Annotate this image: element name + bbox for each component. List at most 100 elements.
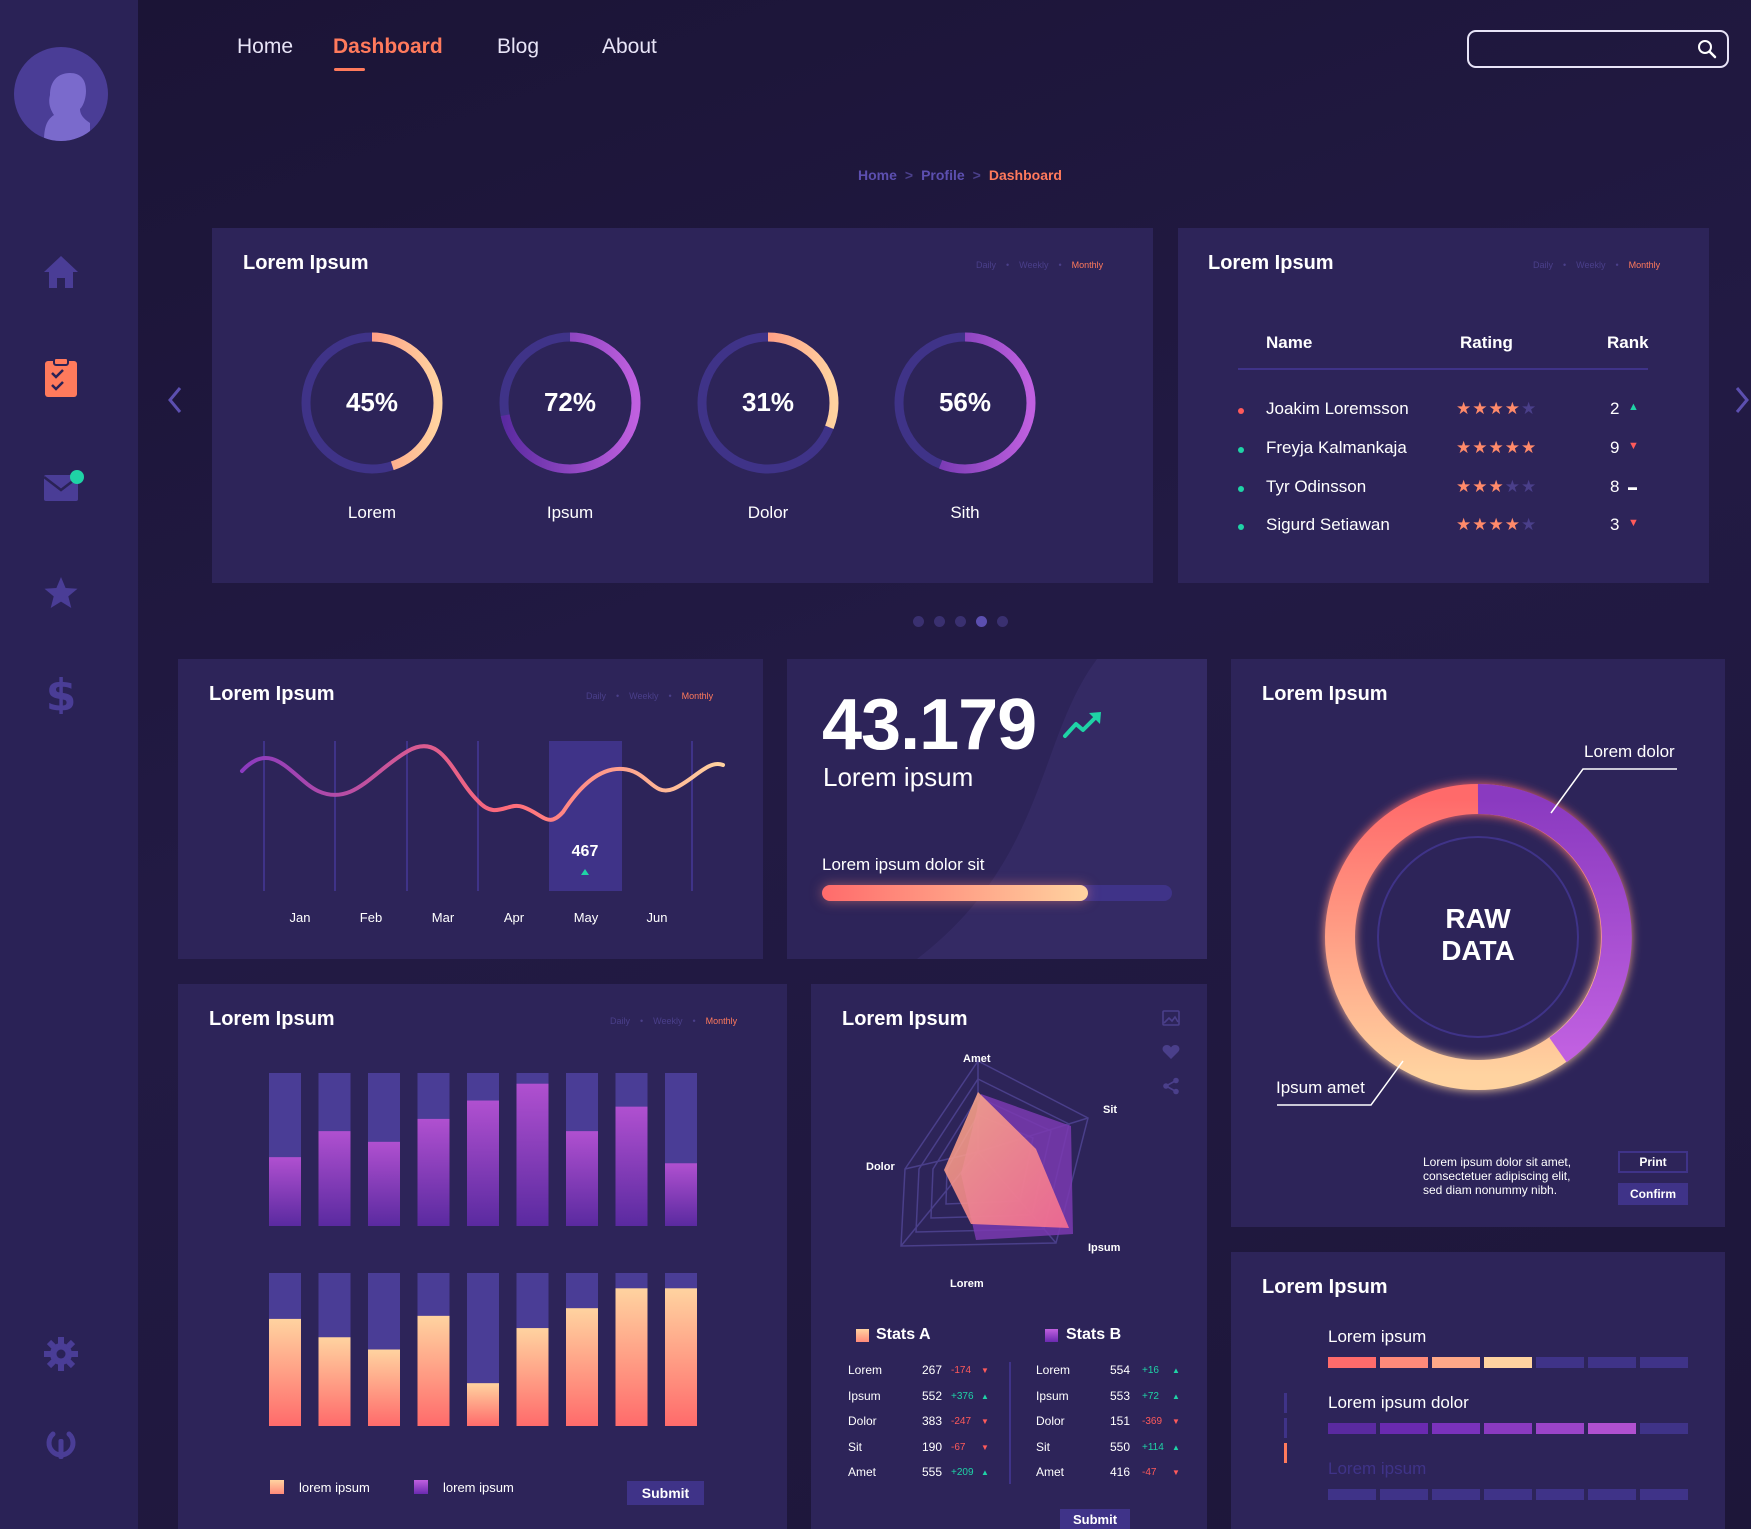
bar-purple[interactable]	[467, 1100, 499, 1226]
carousel-next-arrow[interactable]	[1734, 385, 1751, 422]
radar-card-title: Lorem Ipsum	[842, 1008, 968, 1030]
bar-purple[interactable]	[269, 1157, 301, 1226]
power-icon[interactable]	[40, 1422, 82, 1464]
stat-key: Ipsum	[1036, 1389, 1069, 1403]
bar-purple[interactable]	[318, 1131, 351, 1226]
period-weekly[interactable]: Weekly	[1019, 260, 1049, 270]
search-icon[interactable]	[1697, 39, 1717, 59]
column-header-name[interactable]: Name	[1266, 333, 1313, 352]
period-monthly[interactable]: Monthly	[681, 691, 714, 701]
nav-about[interactable]: About	[602, 35, 657, 58]
table-row[interactable]: Freyja Kalmankaja ★★★★★ 9 ▼	[1238, 438, 1648, 462]
bar-warm[interactable]	[318, 1337, 351, 1426]
bar-purple[interactable]	[417, 1118, 450, 1226]
player-name: Tyr Odinsson	[1266, 477, 1367, 496]
callout-bottom-label: Ipsum amet	[1276, 1078, 1365, 1097]
period-weekly[interactable]: Weekly	[1576, 260, 1606, 270]
level-segments	[1328, 1357, 1688, 1368]
bar-warm[interactable]	[566, 1308, 598, 1426]
period-monthly[interactable]: Monthly	[705, 1016, 738, 1026]
carousel-dot[interactable]	[997, 616, 1008, 627]
image-icon[interactable]	[1162, 1010, 1180, 1026]
table-row[interactable]: Sigurd Setiawan ★★★★★ 3 ▼	[1238, 515, 1648, 539]
month-label: May	[573, 910, 599, 925]
stats-b-title: Stats B	[1066, 1326, 1122, 1343]
period-monthly[interactable]: Monthly	[1071, 260, 1104, 270]
home-icon[interactable]	[40, 251, 82, 293]
star-filled-icon: ★	[1456, 515, 1473, 534]
period-daily[interactable]: Daily	[1533, 260, 1554, 270]
stat-value: 151	[1110, 1414, 1131, 1428]
column-header-rating[interactable]: Rating	[1460, 333, 1513, 352]
rating-stars: ★★★★★	[1456, 399, 1537, 419]
search-input[interactable]	[1479, 36, 1684, 62]
carousel-dot[interactable]	[913, 616, 924, 627]
stat-delta: +114	[1142, 1442, 1164, 1453]
star-empty-icon: ★	[1504, 477, 1521, 496]
table-row[interactable]: Tyr Odinsson ★★★★★ 8 ▬	[1238, 477, 1648, 501]
period-monthly[interactable]: Monthly	[1628, 260, 1661, 270]
column-header-rank[interactable]: Rank	[1607, 333, 1649, 352]
period-daily[interactable]: Daily	[976, 260, 997, 270]
carousel-dot[interactable]	[955, 616, 966, 627]
period-selector: Daily • Weekly • Monthly	[610, 1016, 737, 1026]
period-weekly[interactable]: Weekly	[653, 1016, 683, 1026]
stat-value: 550	[1110, 1440, 1131, 1454]
share-icon[interactable]	[1162, 1077, 1180, 1095]
stat-key: Dolor	[848, 1414, 877, 1428]
dollar-icon[interactable]: $	[40, 672, 82, 714]
star-filled-icon: ★	[1472, 438, 1489, 457]
bar-purple[interactable]	[516, 1083, 549, 1226]
star-icon[interactable]	[40, 572, 82, 614]
bar-warm[interactable]	[665, 1288, 697, 1426]
nav-blog[interactable]: Blog	[497, 35, 540, 58]
confirm-button[interactable]: Confirm	[1618, 1183, 1688, 1205]
gear-icon[interactable]	[40, 1333, 82, 1375]
delta-down-icon: ▼	[981, 1443, 989, 1452]
search-box[interactable]	[1467, 30, 1729, 68]
carousel-prev-arrow[interactable]	[166, 385, 184, 422]
level-segments	[1328, 1423, 1688, 1434]
bar-purple[interactable]	[665, 1163, 697, 1226]
stats-a-title: Stats A	[876, 1326, 931, 1343]
callout-top-label: Lorem dolor	[1584, 742, 1675, 761]
avatar[interactable]	[14, 47, 108, 141]
star-filled-icon: ★	[1504, 515, 1521, 534]
player-name: Sigurd Setiawan	[1266, 515, 1390, 534]
heart-icon[interactable]	[1162, 1044, 1180, 1060]
carousel-dot[interactable]	[976, 616, 987, 627]
bar-warm[interactable]	[615, 1288, 648, 1426]
level-segment-empty	[1380, 1489, 1428, 1500]
bar-warm[interactable]	[269, 1318, 301, 1426]
trend-up-icon	[1063, 712, 1101, 738]
breadcrumb: Home > Profile > Dashboard	[858, 167, 1062, 183]
period-daily[interactable]: Daily	[586, 691, 607, 701]
breadcrumb-home[interactable]: Home	[858, 167, 897, 183]
bar-warm[interactable]	[417, 1315, 450, 1426]
bars-submit-button[interactable]: Submit	[627, 1481, 704, 1505]
period-separator: •	[1615, 260, 1619, 270]
radar-submit-button[interactable]: Submit	[1060, 1509, 1130, 1529]
bar-purple[interactable]	[566, 1131, 598, 1226]
carousel-dot[interactable]	[934, 616, 945, 627]
bar-purple[interactable]	[368, 1141, 400, 1226]
stat-delta: +209	[951, 1467, 974, 1478]
nav-active-indicator	[334, 68, 365, 71]
nav-home[interactable]: Home	[237, 35, 294, 58]
breadcrumb-profile[interactable]: Profile	[921, 167, 965, 183]
period-weekly[interactable]: Weekly	[629, 691, 659, 701]
period-separator: •	[668, 691, 672, 701]
raw-note-line: Lorem ipsum dolor sit amet,	[1423, 1155, 1572, 1169]
bar-warm[interactable]	[467, 1383, 499, 1426]
tasks-icon[interactable]	[40, 357, 82, 399]
nav-dashboard[interactable]: Dashboard	[333, 35, 443, 58]
line-card-title: Lorem Ipsum	[209, 683, 335, 705]
bar-purple[interactable]	[615, 1106, 648, 1226]
stat-key: Ipsum	[848, 1389, 881, 1403]
print-button[interactable]: Print	[1618, 1151, 1688, 1173]
period-daily[interactable]: Daily	[610, 1016, 631, 1026]
bar-warm[interactable]	[516, 1328, 549, 1426]
bar-warm[interactable]	[368, 1349, 400, 1427]
star-filled-icon: ★	[1488, 477, 1505, 496]
table-row[interactable]: Joakim Loremsson ★★★★★ 2 ▲	[1238, 399, 1648, 423]
